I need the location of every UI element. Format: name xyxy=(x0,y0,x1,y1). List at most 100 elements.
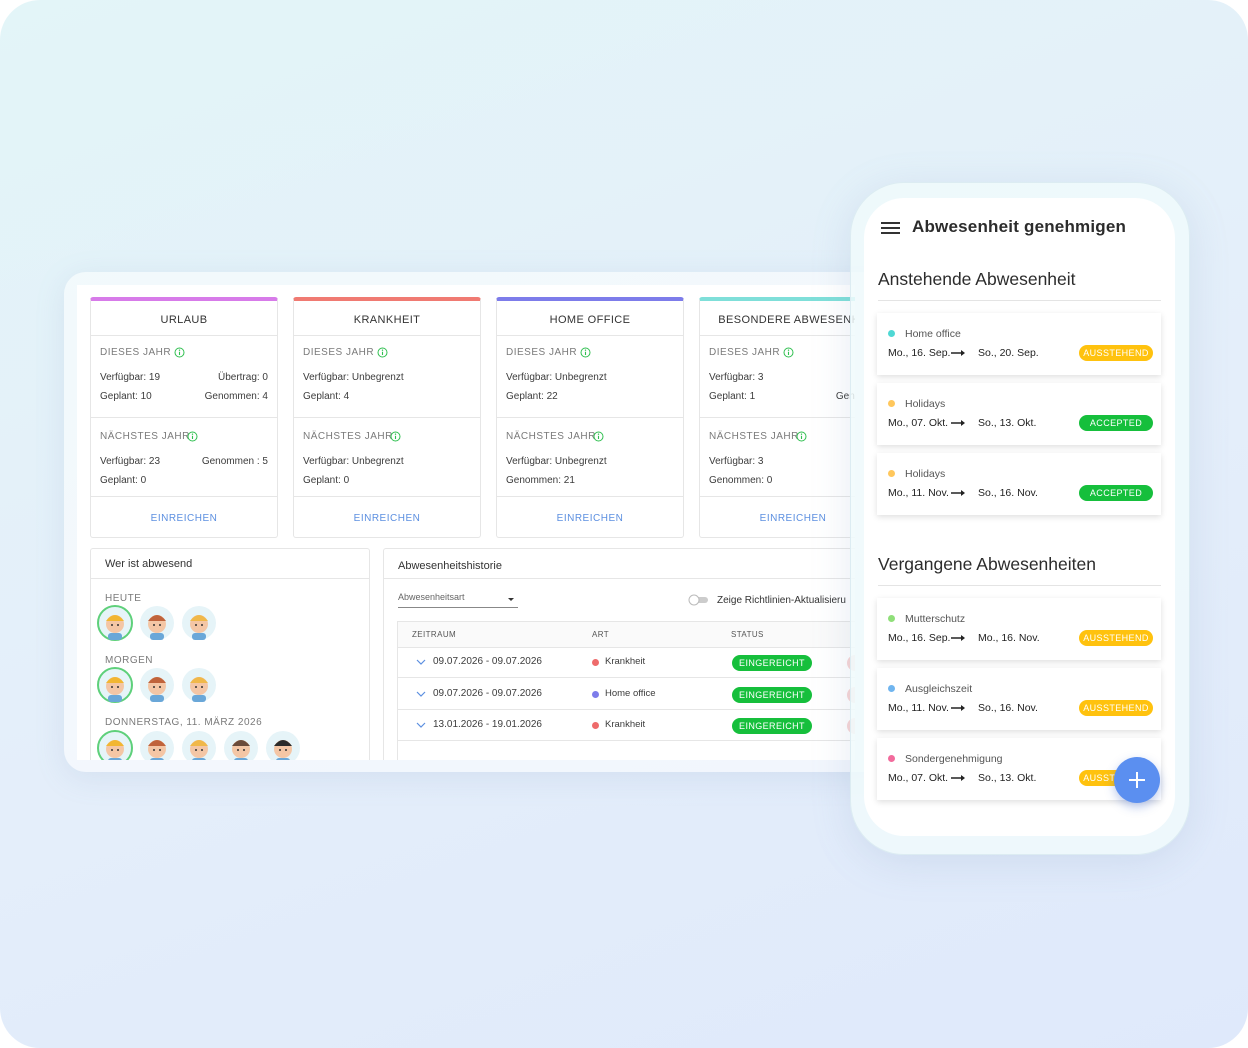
divider xyxy=(700,496,855,497)
absence-item[interactable]: Sondergenehmigung Mo., 07. Okt. So., 13. O… xyxy=(877,738,1161,800)
plus-icon xyxy=(1129,772,1145,788)
submit-button[interactable]: EINREICHEN xyxy=(353,513,421,524)
status-badge: EINGEREICHT xyxy=(732,718,812,734)
info-icon xyxy=(390,431,401,442)
absence-item[interactable]: Home office Mo., 16. Sep. So., 20. Sep. AUS… xyxy=(877,313,1161,375)
leave-card: KRANKHEIT DIESES JAHR Verfügbar: Unbegrenz… xyxy=(293,297,481,538)
filter-select[interactable]: Abwesenheitsart xyxy=(398,592,518,608)
status-badge: ACCEPTED xyxy=(1079,485,1153,501)
type-dot xyxy=(888,685,895,692)
type: Krankheit xyxy=(605,719,646,730)
divider xyxy=(91,335,277,336)
divider xyxy=(398,677,855,678)
stat: Verfügbar: Unbegrenzt xyxy=(506,456,607,467)
panel-title: Abwesenheitshistorie xyxy=(398,560,502,572)
stat: Geplant: 0 xyxy=(100,475,147,486)
status-badge: AUSSTEHEND xyxy=(1079,630,1153,646)
toggle-label[interactable]: Zeige Richtlinien-Aktualisieru xyxy=(717,595,846,606)
avatar xyxy=(97,730,133,760)
divider xyxy=(497,335,683,336)
phone-screen: Abwesenheit genehmigen Anstehende Abwesen… xyxy=(864,198,1175,836)
divider xyxy=(294,335,480,336)
start-date: Mo., 11. Nov. xyxy=(888,702,949,714)
submit-button[interactable]: EINREICHEN xyxy=(150,513,218,524)
divider xyxy=(91,578,369,579)
menu-icon xyxy=(881,222,900,234)
arrow xyxy=(951,705,965,711)
section-label: NÄCHSTES JAHR xyxy=(709,431,799,442)
table-header xyxy=(398,622,855,648)
type: Home office xyxy=(605,687,656,699)
avatar xyxy=(140,731,174,760)
avatar xyxy=(97,667,133,703)
card-title: KRANKHEIT xyxy=(353,314,421,326)
stat: Geplant: 10 xyxy=(100,391,152,402)
divider xyxy=(497,496,683,497)
arrow xyxy=(951,350,965,356)
period: 09.07.2026 - 09.07.2026 xyxy=(433,656,542,667)
end-date: So., 16. Nov. xyxy=(978,487,1038,499)
stat: Verfügbar: Unbegrenzt xyxy=(303,372,404,383)
arrow xyxy=(951,490,965,496)
avatar xyxy=(140,668,174,702)
divider xyxy=(384,578,855,579)
avatar xyxy=(182,606,216,640)
group-label: HEUTE xyxy=(105,593,142,604)
stat: Verfügbar: 19 xyxy=(100,372,161,383)
type: Holidays xyxy=(905,398,946,410)
status-badge: EINGEREICHT xyxy=(732,655,812,671)
type-dot xyxy=(888,330,895,337)
submit-button[interactable]: EINREICHEN xyxy=(759,513,827,524)
dropdown-arrow xyxy=(508,598,514,601)
section-label: NÄCHSTES JAHR xyxy=(303,431,393,442)
avatar xyxy=(182,668,216,702)
divider xyxy=(398,708,855,710)
column-header: ART xyxy=(592,630,610,639)
type-dot xyxy=(592,722,599,729)
phone-title: Abwesenheit genehmigen xyxy=(912,217,1127,236)
absence-item[interactable]: Holidays Mo., 07. Okt. So., 13. Okt. ACCEPT… xyxy=(877,383,1161,445)
stat: Verfügbar: Unbegrenzt xyxy=(506,372,607,383)
stat: Verfügbar: 3 xyxy=(709,456,764,467)
end-date: Mo., 16. Nov. xyxy=(978,632,1040,644)
stat: Verfügbar: 23 xyxy=(100,456,161,467)
submit-button[interactable]: EINREICHEN xyxy=(556,513,624,524)
type: Mutterschutz xyxy=(905,613,966,625)
card-title: URLAUB xyxy=(160,314,208,326)
avatar xyxy=(97,605,133,641)
stat: Genommen: 21 xyxy=(506,475,575,486)
group-label: DONNERSTAG, 11. MÄRZ 2026 xyxy=(105,717,263,728)
period: 09.07.2026 - 09.07.2026 xyxy=(433,687,542,699)
expand-chevron xyxy=(416,659,426,665)
divider xyxy=(497,417,683,418)
arrow xyxy=(951,775,965,781)
start-date: Mo., 11. Nov. xyxy=(888,487,949,499)
history-panel: Abwesenheitshistorie Abwesenheitsart Zeige… xyxy=(383,548,855,760)
card-title: HOME OFFICE xyxy=(549,314,631,326)
absence-item[interactable]: Mutterschutz Mo., 16. Sep. Mo., 16. Nov. AU… xyxy=(877,598,1161,660)
dashboard: URLAUB DIESES JAHR Verfügbar: 19 Übertrag: … xyxy=(77,285,855,760)
arrow xyxy=(951,635,965,641)
stat: Genommen : 5 xyxy=(201,456,268,467)
type: Ausgleichszeit xyxy=(905,683,973,695)
type: Holidays xyxy=(905,468,946,480)
column-header: STATUS xyxy=(731,630,764,639)
divider xyxy=(878,585,1161,586)
type-dot xyxy=(888,755,895,762)
type-dot xyxy=(888,400,895,407)
absent-panel: Wer ist abwesend HEUTE MORGEN DONNERSTAG, 1… xyxy=(90,548,370,760)
end-date: So., 13. Okt. xyxy=(978,417,1037,429)
divider xyxy=(91,496,277,497)
type: Home office xyxy=(905,328,961,340)
leave-card: HOME OFFICE DIESES JAHR Verfügbar: Unbegre… xyxy=(496,297,684,538)
absence-item[interactable]: Ausgleichszeit Mo., 11. Nov. So., 16. Nov.… xyxy=(877,668,1161,730)
add-button[interactable] xyxy=(1114,757,1160,803)
stat: Verfügbar: 3 xyxy=(709,372,764,383)
divider xyxy=(878,300,1161,301)
absence-item[interactable]: Holidays Mo., 11. Nov. So., 16. Nov. ACCEPT… xyxy=(877,453,1161,515)
leave-card: URLAUB DIESES JAHR Verfügbar: 19 Übertrag: … xyxy=(90,297,278,538)
section-heading: Vergangene Abwesenheiten xyxy=(878,554,1096,574)
divider xyxy=(700,417,855,418)
